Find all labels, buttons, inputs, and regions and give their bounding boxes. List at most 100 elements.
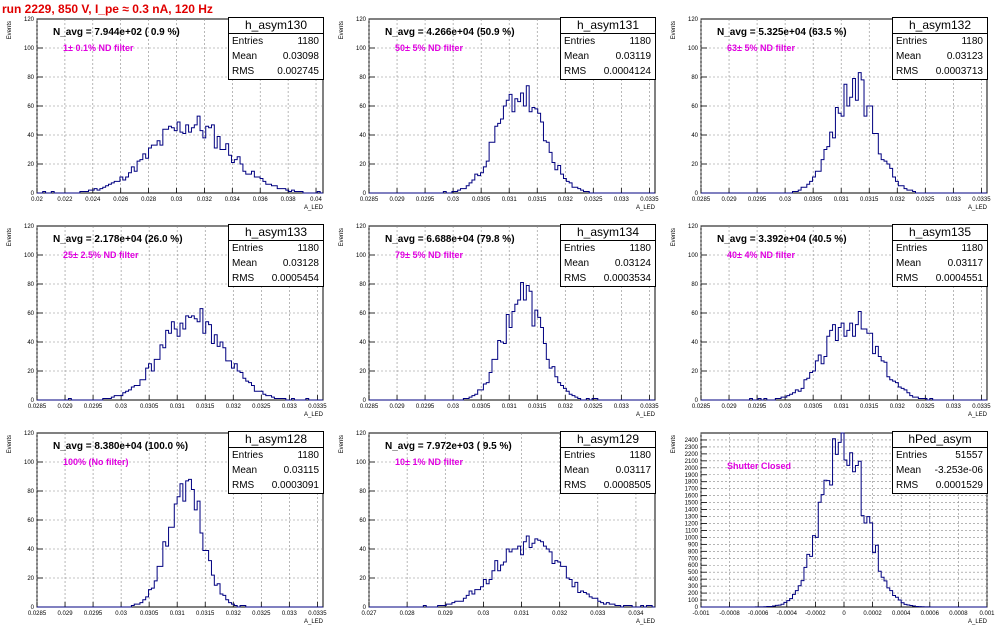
stats-key: RMS xyxy=(232,273,255,284)
stats-key: Mean xyxy=(564,258,590,269)
x-tick-label: 0.0305 xyxy=(804,404,823,410)
x-tick-label: -0.0008 xyxy=(719,611,740,617)
histogram-name: h_asym129 xyxy=(561,432,655,448)
x-tick-label: 0.0315 xyxy=(528,197,547,203)
x-tick-label: 0.0305 xyxy=(804,197,823,203)
stats-value: 1180 xyxy=(961,243,983,254)
x-tick-label: 0.031 xyxy=(834,404,850,410)
stats-value: 1180 xyxy=(629,243,651,254)
y-tick-label: 40 xyxy=(27,340,34,346)
stats-value: 0.0001529 xyxy=(935,480,983,491)
x-tick-label: 0.0305 xyxy=(140,611,159,617)
stats-value: 0.03117 xyxy=(947,258,983,269)
stats-value: 1180 xyxy=(629,450,651,461)
histogram-plot: 0.0285 0.029 0.0295 0.03 0.0305 0.031 0.0315 0.… xyxy=(7,431,327,625)
y-tick-label: 200 xyxy=(688,591,699,597)
stats-key: RMS xyxy=(564,273,587,284)
stats-key: RMS xyxy=(232,66,255,77)
x-tick-label: -0.0004 xyxy=(777,611,798,617)
stats-row: Entries 1180 xyxy=(229,241,323,256)
stats-value: 0.0003713 xyxy=(935,66,983,77)
stats-value: 1180 xyxy=(629,36,651,47)
y-tick-label: 120 xyxy=(688,224,699,230)
y-tick-label: 40 xyxy=(27,547,34,553)
x-axis-label: A_LED xyxy=(304,619,324,625)
stats-key: Mean xyxy=(232,258,258,269)
x-tick-label: 0.029 xyxy=(722,404,738,410)
x-tick-label: -0.0002 xyxy=(805,611,826,617)
y-tick-label: 0 xyxy=(31,191,35,197)
stats-key: RMS xyxy=(232,480,255,491)
y-tick-label: 2300 xyxy=(685,445,699,451)
y-tick-label: 100 xyxy=(688,253,699,259)
x-tick-label: -0.001 xyxy=(692,611,710,617)
stats-row: Mean 0.03098 xyxy=(229,49,323,64)
y-tick-label: 60 xyxy=(691,104,698,110)
y-tick-label: 20 xyxy=(359,369,366,375)
filter-label: 79± 5% ND filter xyxy=(395,250,463,260)
stats-box: h_asym129 Entries 1180 Mean 0.03117 RMS 0.0008… xyxy=(560,431,656,494)
y-axis-label: Events xyxy=(671,228,677,246)
stats-row: Mean 0.03117 xyxy=(561,463,655,478)
histogram-panel: 0.027 0.028 0.029 0.03 0.031 0.032 0.033 0.034 0… xyxy=(332,423,664,630)
x-tick-label: 0.0285 xyxy=(692,197,711,203)
stats-key: Entries xyxy=(896,450,928,461)
histogram-name: hPed_asym xyxy=(893,432,987,448)
y-tick-label: 0 xyxy=(363,191,367,197)
histogram-panel: 0.0285 0.029 0.0295 0.03 0.0305 0.031 0.0315 0.… xyxy=(0,423,332,630)
histogram-series xyxy=(701,311,987,401)
stats-box: hPed_asym Entries 51557 Mean -3.253e-06 RMS 0.… xyxy=(892,431,988,494)
run-title: run 2229, 850 V, I_pe ≈ 0.3 nA, 120 Hz xyxy=(2,2,213,16)
histogram-series xyxy=(701,72,987,194)
stats-row: Entries 1180 xyxy=(229,34,323,49)
histogram-panel: 0.0285 0.029 0.0295 0.03 0.0305 0.031 0.0315 0.… xyxy=(0,216,332,423)
x-tick-label: 0.031 xyxy=(170,611,186,617)
x-axis-label: A_LED xyxy=(636,205,656,211)
y-tick-label: 0 xyxy=(31,605,35,611)
y-tick-label: 2400 xyxy=(685,438,699,444)
y-tick-label: 100 xyxy=(356,253,367,259)
y-tick-label: 1000 xyxy=(685,535,699,541)
stats-row: Entries 51557 xyxy=(893,448,987,463)
y-tick-label: 1700 xyxy=(685,487,699,493)
histogram-plot: 0.0285 0.029 0.0295 0.03 0.0305 0.031 0.0315 0.… xyxy=(339,224,659,418)
y-tick-label: 60 xyxy=(359,104,366,110)
stats-row: Mean 0.03119 xyxy=(561,49,655,64)
x-tick-label: 0.034 xyxy=(628,611,644,617)
filter-label: 40± 4% ND filter xyxy=(727,250,795,260)
x-tick-label: 0.04 xyxy=(310,197,322,203)
navg-label: N_avg = 7.944e+02 ( 0.9 %) xyxy=(53,27,180,38)
histogram-plot: 0.027 0.028 0.029 0.03 0.031 0.032 0.033 0.034 0… xyxy=(339,431,656,625)
y-tick-label: 120 xyxy=(356,224,367,230)
x-tick-label: 0.0295 xyxy=(748,404,767,410)
x-tick-label: 0.033 xyxy=(590,611,606,617)
x-axis-label: A_LED xyxy=(636,412,656,418)
stats-value: 1180 xyxy=(297,450,319,461)
histogram-name: h_asym130 xyxy=(229,18,323,34)
histogram-series xyxy=(37,478,323,608)
y-tick-label: 60 xyxy=(27,104,34,110)
y-tick-label: 60 xyxy=(27,311,34,317)
x-tick-label: 0 xyxy=(842,611,846,617)
y-tick-label: 120 xyxy=(24,224,35,230)
histogram-name: h_asym135 xyxy=(893,225,987,241)
stats-row: Mean 0.03117 xyxy=(893,256,987,271)
y-tick-label: 80 xyxy=(27,282,34,288)
x-tick-label: 0.031 xyxy=(834,197,850,203)
stats-key: Mean xyxy=(896,51,922,62)
x-tick-label: 0.0325 xyxy=(252,404,271,410)
stats-row: Mean -3.253e-06 xyxy=(893,463,987,478)
navg-label: N_avg = 6.688e+04 (79.8 %) xyxy=(385,234,515,245)
y-tick-label: 300 xyxy=(688,584,699,590)
y-tick-label: 80 xyxy=(27,75,34,81)
histogram-panel: -0.001 -0.0008 -0.0006 -0.0004 -0.0002 0 0.000… xyxy=(664,423,996,630)
stats-box: h_asym133 Entries 1180 Mean 0.03128 RMS 0.0005… xyxy=(228,224,324,287)
y-tick-label: 100 xyxy=(356,46,367,52)
y-tick-label: 20 xyxy=(691,162,698,168)
y-tick-label: 60 xyxy=(27,518,34,524)
x-tick-label: 0.02 xyxy=(31,197,43,203)
x-axis-label: A_LED xyxy=(968,619,988,625)
stats-key: RMS xyxy=(896,273,919,284)
x-tick-label: 0.032 xyxy=(558,197,574,203)
stats-row: RMS 0.0003091 xyxy=(229,478,323,493)
